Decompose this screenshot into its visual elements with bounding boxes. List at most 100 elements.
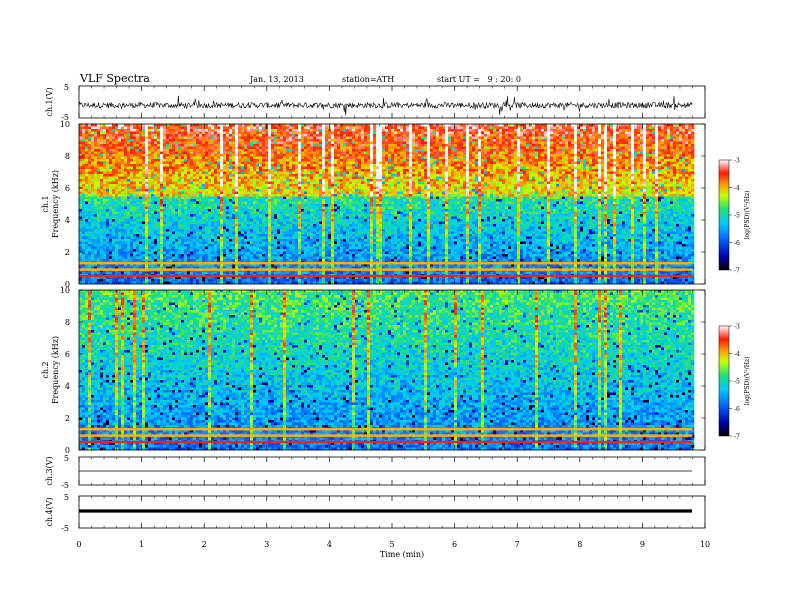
spectrogram-cell bbox=[175, 187, 178, 190]
spectrogram-cell bbox=[223, 169, 226, 172]
spectrogram-cell bbox=[286, 257, 289, 260]
spectrogram-cell bbox=[82, 212, 85, 215]
spectrogram-cell bbox=[220, 199, 223, 202]
spectrogram-cell bbox=[262, 234, 265, 237]
spectrogram-cell bbox=[100, 219, 103, 222]
spectrogram-cell bbox=[268, 247, 271, 250]
spectrogram-cell bbox=[172, 249, 175, 252]
spectrogram-cell bbox=[232, 134, 235, 137]
spectrogram-cell bbox=[160, 179, 163, 182]
spectrogram-cell bbox=[232, 204, 235, 207]
spectrogram-cell bbox=[301, 129, 304, 132]
spectrogram-cell bbox=[94, 172, 97, 175]
spectrogram-cell bbox=[175, 204, 178, 207]
spectrogram-cell bbox=[286, 189, 289, 192]
spectrogram-cell bbox=[97, 217, 100, 220]
spectrogram-cell bbox=[244, 159, 247, 162]
spectrogram-cell bbox=[208, 189, 211, 192]
spectrogram-cell bbox=[229, 197, 232, 200]
spectrogram-cell bbox=[121, 129, 124, 132]
spectrogram-cell bbox=[208, 279, 211, 282]
spectrogram-cell bbox=[223, 192, 226, 195]
spectrogram-cell bbox=[190, 127, 193, 130]
spectrogram-cell bbox=[88, 124, 91, 127]
spectrogram-cell bbox=[91, 162, 94, 165]
spectrogram-cell bbox=[133, 214, 136, 217]
spectrogram-cell bbox=[205, 187, 208, 190]
spectrogram-cell bbox=[79, 237, 82, 240]
spectrogram-cell bbox=[262, 177, 265, 180]
spectrogram-cell bbox=[238, 227, 241, 230]
spectrogram-cell bbox=[88, 149, 91, 152]
spectrogram-cell bbox=[199, 152, 202, 155]
spectrogram-cell bbox=[118, 187, 121, 190]
spectrogram-cell bbox=[196, 182, 199, 185]
spectrogram-cell bbox=[235, 124, 238, 127]
spectrogram-cell bbox=[289, 279, 292, 282]
spectrogram-cell bbox=[244, 234, 247, 237]
spectrogram-cell bbox=[118, 139, 121, 142]
spectrogram-cell bbox=[184, 144, 187, 147]
spectrogram-cell bbox=[238, 202, 241, 205]
spectrogram-cell bbox=[130, 212, 133, 215]
spectrogram-cell bbox=[109, 139, 112, 142]
spectrogram-cell bbox=[151, 174, 154, 177]
spectrogram-cell bbox=[139, 152, 142, 155]
spectrogram-cell bbox=[304, 209, 307, 212]
spectrogram-cell bbox=[136, 204, 139, 207]
spectrogram-cell bbox=[196, 257, 199, 260]
spectrogram-cell bbox=[247, 167, 250, 170]
spectrogram-cell bbox=[184, 257, 187, 260]
spectrogram-cell bbox=[244, 179, 247, 182]
spectrogram-cell bbox=[250, 242, 253, 245]
spectrogram-cell bbox=[280, 272, 283, 275]
spectrogram-cell bbox=[217, 177, 220, 180]
spectrogram-cell bbox=[244, 164, 247, 167]
spectrogram-cell bbox=[115, 214, 118, 217]
spectrogram-cell bbox=[304, 224, 307, 227]
spectrogram-cell bbox=[181, 234, 184, 237]
spectrogram-cell bbox=[295, 172, 298, 175]
spectrogram-cell bbox=[220, 279, 223, 282]
spectrogram-cell bbox=[115, 257, 118, 260]
spectrogram-cell bbox=[271, 174, 274, 177]
spectrogram-cell bbox=[181, 129, 184, 132]
spectrogram-cell bbox=[106, 162, 109, 165]
spectrogram-cell bbox=[259, 219, 262, 222]
spectrogram-cell bbox=[196, 187, 199, 190]
spectrogram-cell bbox=[262, 219, 265, 222]
spectrogram-cell bbox=[307, 259, 310, 262]
spectrogram-cell bbox=[100, 192, 103, 195]
spectrogram-cell bbox=[247, 134, 250, 137]
spectrogram-cell bbox=[298, 189, 301, 192]
spectrogram-cell bbox=[118, 222, 121, 225]
spectrogram-cell bbox=[202, 199, 205, 202]
spectrogram-cell bbox=[226, 142, 229, 145]
spectrogram-cell bbox=[265, 247, 268, 250]
spectrogram-cell bbox=[106, 229, 109, 232]
spectrogram-cell bbox=[163, 264, 166, 267]
spectrogram-cell bbox=[124, 252, 127, 255]
spectrogram-cell bbox=[94, 222, 97, 225]
spectrogram-cell bbox=[196, 137, 199, 140]
spectrogram-cell bbox=[271, 172, 274, 175]
spectrogram-cell bbox=[91, 207, 94, 210]
spectrogram-cell bbox=[151, 124, 154, 127]
spectrogram-cell bbox=[139, 137, 142, 140]
spectrogram-cell bbox=[127, 184, 130, 187]
spectrogram-cell bbox=[295, 202, 298, 205]
spectrogram-cell bbox=[172, 152, 175, 155]
spectrogram-cell bbox=[199, 157, 202, 160]
spectrogram-cell bbox=[115, 252, 118, 255]
spectrogram-cell bbox=[295, 247, 298, 250]
spectrogram-cell bbox=[190, 182, 193, 185]
spectrogram-cell bbox=[265, 264, 268, 267]
spectrogram-cell bbox=[268, 229, 271, 232]
spectrogram-cell bbox=[100, 182, 103, 185]
spectrogram-cell bbox=[115, 204, 118, 207]
spectrogram-cell bbox=[196, 234, 199, 237]
spectrogram-cell bbox=[247, 217, 250, 220]
spectrogram-cell bbox=[130, 177, 133, 180]
spectrogram-cell bbox=[103, 172, 106, 175]
